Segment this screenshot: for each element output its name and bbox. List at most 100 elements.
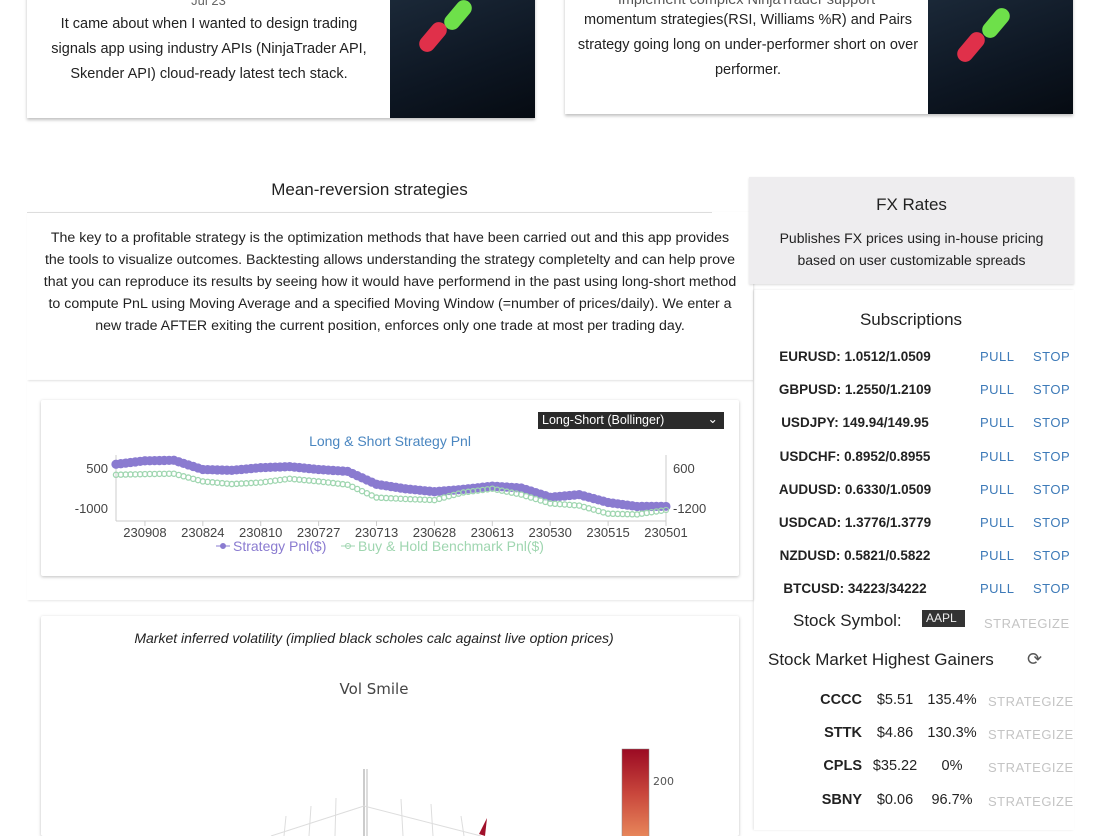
x-tick: 230628 bbox=[413, 525, 456, 540]
pull-button[interactable]: PULL bbox=[980, 382, 1015, 398]
pull-button[interactable]: PULL bbox=[980, 448, 1015, 464]
gainer-symbol: SBNY bbox=[821, 791, 862, 808]
card-text-top: Implement complex NinjaTrader support bbox=[617, 0, 876, 8]
fx-pair-quote: BTCUSD: 34223/34222 bbox=[783, 581, 927, 597]
x-tick: 230613 bbox=[471, 525, 514, 540]
fx-pair-quote: GBPUSD: 1.2550/1.2109 bbox=[778, 382, 932, 398]
subscription-row: GBPUSD: 1.2550/1.2109 PULL STOP bbox=[760, 382, 1080, 402]
stock-symbol-input[interactable]: AAPL bbox=[922, 610, 965, 627]
strategize-button[interactable]: STRATEGIZE bbox=[988, 694, 1074, 709]
gainer-symbol: CPLS bbox=[823, 758, 862, 775]
pull-button[interactable]: PULL bbox=[980, 349, 1015, 364]
subscription-row: USDCHF: 0.8952/0.8955 PULL STOP bbox=[760, 449, 1080, 469]
gainer-pct: 135.4% bbox=[927, 692, 977, 708]
vol-caption: Market inferred volatility (implied blac… bbox=[134, 630, 614, 646]
stock-symbol-label: Stock Symbol: bbox=[793, 611, 902, 630]
y-right-tick: 600 bbox=[673, 461, 695, 476]
vol-panel: Market inferred volatility (implied blac… bbox=[41, 616, 739, 836]
fx-pair-quote: USDCHF: 0.8952/0.8955 bbox=[779, 448, 931, 464]
strategize-button[interactable]: STRATEGIZE bbox=[984, 616, 1070, 631]
refresh-icon[interactable]: ⟳ bbox=[1027, 649, 1043, 669]
y-left-tick: -1000 bbox=[75, 501, 108, 516]
strategy-select-value: Long-Short (Bollinger) bbox=[542, 413, 665, 427]
subscription-row: NZDUSD: 0.5821/0.5822 PULL STOP bbox=[760, 548, 1080, 568]
subscription-row: AUDUSD: 0.6330/1.0509 PULL STOP bbox=[760, 482, 1080, 502]
chart-title: Long & Short Strategy Pnl bbox=[309, 433, 471, 449]
strategy-select[interactable]: Long-Short (Bollinger) ⌄ bbox=[538, 412, 724, 429]
gainer-pct: 130.3% bbox=[927, 725, 977, 742]
strategize-button[interactable]: STRATEGIZE bbox=[988, 727, 1074, 743]
x-tick: 230727 bbox=[297, 525, 340, 540]
card-text: It came about when I wanted to design tr… bbox=[51, 16, 367, 82]
colorbar-tick: 200 bbox=[653, 775, 674, 788]
gainer-price: $4.86 bbox=[876, 725, 914, 742]
gainer-price: $0.06 bbox=[876, 791, 914, 808]
stop-button[interactable]: STOP bbox=[1033, 581, 1071, 597]
legend-marker bbox=[345, 543, 351, 549]
subscription-row: EURUSD: 1.0512/1.0509 PULL STOP bbox=[760, 349, 1080, 369]
fx-pair-quote: USDJPY: 149.94/149.95 bbox=[781, 415, 929, 431]
strategize-button[interactable]: STRATEGIZE bbox=[988, 793, 1074, 809]
x-tick: 230713 bbox=[355, 525, 398, 540]
y-right-tick: -1200 bbox=[673, 501, 706, 516]
x-tick: 230530 bbox=[529, 525, 572, 540]
y-left-tick: 500 bbox=[86, 461, 108, 476]
fx-text: Publishes FX prices using in-house prici… bbox=[779, 230, 1044, 268]
gainer-row: SBNY $0.06 96.7% STRATEGIZE bbox=[800, 792, 1080, 812]
fx-pair-quote: AUDUSD: 0.6330/1.0509 bbox=[778, 481, 932, 497]
pull-button[interactable]: PULL bbox=[980, 548, 1015, 564]
pull-button[interactable]: PULL bbox=[980, 481, 1015, 497]
stop-button[interactable]: STOP bbox=[1033, 448, 1071, 464]
gainer-row: STTK $4.86 130.3% STRATEGIZE bbox=[800, 725, 1080, 745]
x-tick: 230515 bbox=[586, 525, 629, 540]
project-card-ninjatrader: Implement complex NinjaTrader support mo… bbox=[565, 0, 1073, 114]
subscriptions-title: Subscriptions bbox=[859, 310, 963, 329]
subscription-row: USDCAD: 1.3776/1.3779 PULL STOP bbox=[760, 515, 1080, 535]
pull-button[interactable]: PULL bbox=[980, 581, 1015, 597]
vol-title: Vol Smile bbox=[339, 680, 409, 698]
fx-pair-quote: NZDUSD: 0.5821/0.5822 bbox=[779, 548, 931, 564]
vol-smile-surface: 200 bbox=[270, 748, 674, 836]
trading-app-image bbox=[390, 0, 535, 118]
gainer-pct: 96.7% bbox=[931, 791, 973, 808]
gainer-symbol: CCCC bbox=[820, 692, 862, 708]
pull-button[interactable]: PULL bbox=[980, 415, 1015, 431]
stop-button[interactable]: STOP bbox=[1033, 481, 1071, 497]
stop-button[interactable]: STOP bbox=[1033, 548, 1071, 564]
x-tick: 230824 bbox=[181, 525, 224, 540]
fx-rates-card: FX Rates Publishes FX prices using in-ho… bbox=[749, 177, 1074, 284]
legend-label[interactable]: Strategy Pnl($) bbox=[233, 538, 326, 554]
chevron-down-icon: ⌄ bbox=[707, 412, 718, 426]
colorbar bbox=[621, 748, 650, 836]
x-tick: 230810 bbox=[239, 525, 282, 540]
gainer-symbol: STTK bbox=[824, 725, 862, 742]
fx-pair-quote: EURUSD: 1.0512/1.0509 bbox=[779, 349, 931, 364]
legend-marker bbox=[220, 543, 226, 549]
fx-pair-quote: USDCAD: 1.3776/1.3779 bbox=[778, 515, 932, 530]
project-card-signals: Jul 23 It came about when I wanted to de… bbox=[27, 0, 535, 118]
subscription-row: USDJPY: 149.94/149.95 PULL STOP bbox=[760, 415, 1080, 435]
divider bbox=[27, 212, 712, 213]
pnl-chart: Long & Short Strategy Pnl 500 -1000 600 -120… bbox=[75, 433, 707, 554]
gainer-price: $5.51 bbox=[876, 692, 914, 708]
fx-title: FX Rates bbox=[876, 195, 947, 214]
stop-button[interactable]: STOP bbox=[1033, 515, 1071, 530]
strategize-button[interactable]: STRATEGIZE bbox=[988, 760, 1074, 776]
gainer-price: $35.22 bbox=[872, 758, 918, 775]
mean-reversion-title: Mean-reversion strategies bbox=[271, 180, 468, 199]
subscription-row: BTCUSD: 34223/34222 PULL STOP bbox=[760, 581, 1080, 601]
series-point bbox=[662, 506, 670, 514]
pull-button[interactable]: PULL bbox=[980, 515, 1015, 530]
stop-button[interactable]: STOP bbox=[1033, 382, 1071, 398]
card-text: momentum strategies(RSI, Williams %R) an… bbox=[577, 12, 919, 78]
gainer-pct: 0% bbox=[941, 758, 963, 775]
card-date: Jul 23 bbox=[191, 0, 226, 8]
x-tick: 230501 bbox=[644, 525, 687, 540]
legend-label[interactable]: Buy & Hold Benchmark Pnl($) bbox=[358, 538, 544, 554]
gainers-title: Stock Market Highest Gainers bbox=[768, 650, 994, 669]
x-tick: 230908 bbox=[123, 525, 166, 540]
mean-reversion-text: The key to a profitable strategy is the … bbox=[43, 230, 737, 334]
stop-button[interactable]: STOP bbox=[1033, 349, 1071, 364]
gainer-row: CPLS $35.22 0% STRATEGIZE bbox=[800, 758, 1080, 778]
stop-button[interactable]: STOP bbox=[1033, 415, 1071, 431]
